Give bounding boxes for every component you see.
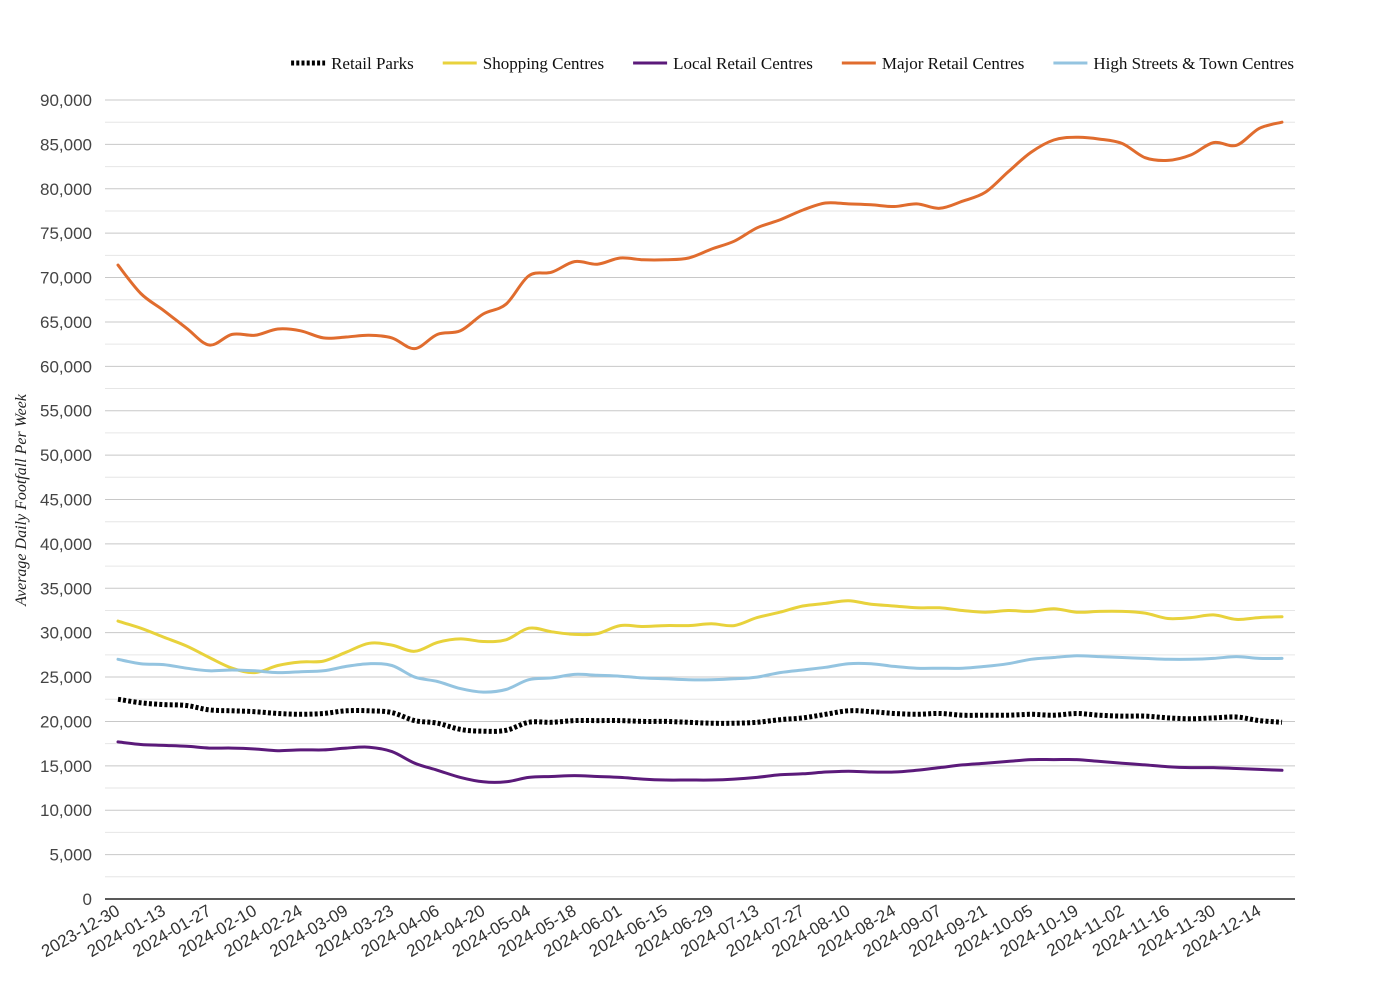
legend: Retail Parks Shopping Centres Local Retail… (291, 54, 1294, 73)
legend-item-major-retail-centres: Major Retail Centres (841, 54, 1025, 73)
y-tick-label: 35,000 (40, 579, 92, 598)
series-line-major-retail-centres (116, 120, 1284, 351)
data-series (116, 120, 1284, 784)
y-tick-label: 45,000 (40, 491, 92, 510)
series-line-retail-parks (117, 696, 1283, 734)
legend-item-high-streets-and-town-centres: High Streets & Town Centres (1053, 54, 1294, 73)
y-tick-label: 5,000 (49, 846, 92, 865)
legend-item-local-retail-centres: Local Retail Centres (633, 54, 813, 73)
series-line-local-retail-centres (116, 740, 1284, 784)
gridlines (105, 99, 1295, 878)
y-tick-label: 20,000 (40, 712, 92, 731)
legend-label: High Streets & Town Centres (1093, 54, 1294, 73)
y-tick-label: 30,000 (40, 624, 92, 643)
series-line-high-streets-and-town-centres (116, 654, 1284, 694)
legend-item-retail-parks: Retail Parks (291, 54, 414, 73)
y-axis-tick-labels: 0 5,000 10,000 15,000 20,000 25,000 30,000 35,0… (40, 91, 92, 909)
y-tick-label: 65,000 (40, 313, 92, 332)
y-tick-label: 15,000 (40, 757, 92, 776)
y-tick-label: 50,000 (40, 446, 92, 465)
y-tick-label: 55,000 (40, 402, 92, 421)
y-tick-label: 70,000 (40, 269, 92, 288)
legend-item-shopping-centres: Shopping Centres (442, 54, 604, 73)
y-tick-label: 0 (83, 890, 92, 909)
y-tick-label: 40,000 (40, 535, 92, 554)
legend-label: Retail Parks (331, 54, 414, 73)
y-tick-label: 10,000 (40, 801, 92, 820)
y-axis-title: Average Daily Footfall Per Week (13, 393, 30, 607)
series-line-shopping-centres (116, 599, 1284, 675)
x-axis-tick-labels: 2023-12-302024-01-132024-01-272024-02-10… (38, 901, 1264, 961)
legend-label: Local Retail Centres (673, 54, 813, 73)
y-tick-label: 25,000 (40, 668, 92, 687)
legend-label: Major Retail Centres (882, 54, 1025, 73)
y-tick-label: 80,000 (40, 180, 92, 199)
legend-label: Shopping Centres (483, 54, 604, 73)
y-tick-label: 60,000 (40, 357, 92, 376)
y-tick-label: 85,000 (40, 135, 92, 154)
y-tick-label: 75,000 (40, 224, 92, 243)
y-tick-label: 90,000 (40, 91, 92, 110)
